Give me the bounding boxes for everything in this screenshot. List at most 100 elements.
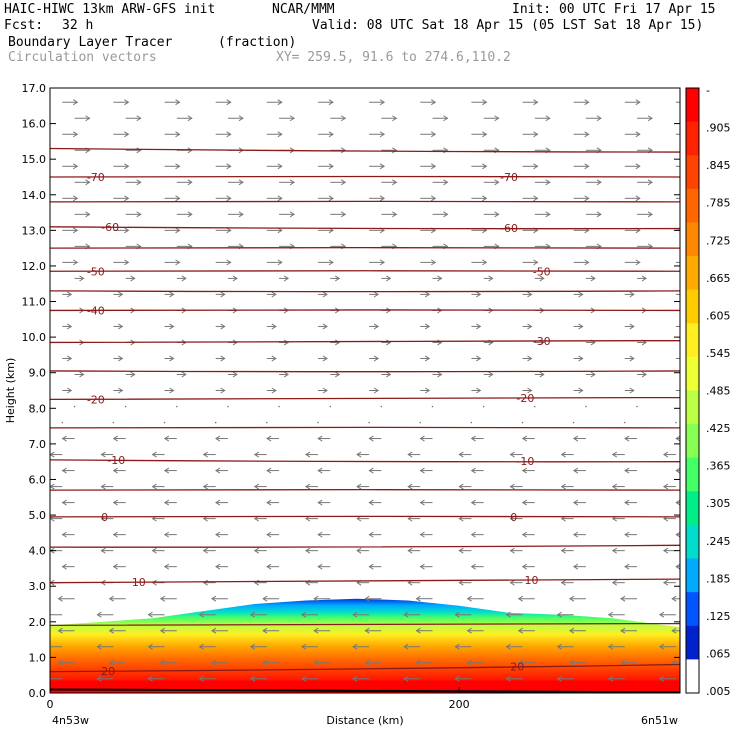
wind-vector [279, 211, 296, 218]
wind-vector-head [67, 291, 73, 298]
wind-vector [279, 371, 290, 378]
colorbar-label: .665 [706, 272, 731, 285]
wind-vector [305, 547, 318, 554]
wind-vector [317, 435, 331, 442]
wind-vector [266, 291, 277, 298]
wind-vector-head [482, 99, 488, 106]
wind-vector [407, 547, 421, 554]
wind-vector [470, 435, 484, 442]
wind-vector [279, 275, 290, 282]
wind-vector [164, 227, 181, 234]
wind-vector [62, 323, 73, 330]
wind-vector-head [159, 627, 166, 634]
wind-vector [556, 675, 574, 682]
wind-vector-head [681, 292, 685, 297]
y-tick-label: 16.0 [22, 118, 47, 131]
wind-vector-head [373, 323, 380, 330]
wind-vector-head [662, 451, 669, 458]
wind-vector-head [681, 388, 685, 393]
wind-vector [215, 163, 232, 170]
wind-vector-head [424, 323, 431, 330]
wind-vector [521, 563, 535, 570]
wind-vector [620, 627, 638, 634]
wind-vector [624, 131, 641, 138]
wind-vector [163, 467, 177, 474]
wind-vector [215, 387, 226, 394]
wind-vector-head [220, 355, 226, 362]
wind-vector-head [539, 275, 545, 282]
wind-vector [317, 99, 334, 106]
wind-vector [432, 371, 443, 378]
wind-vector [675, 388, 685, 393]
wind-vector-head [494, 115, 500, 122]
wind-vector-head [509, 579, 515, 586]
wind-vector [112, 499, 126, 506]
colorbar-label: .485 [706, 385, 731, 398]
wind-vector [266, 163, 283, 170]
wind-vector [253, 451, 267, 458]
contour-label: 0 [101, 511, 108, 524]
wind-vector [454, 611, 472, 618]
wind-vector-head [215, 499, 221, 506]
wind-vector [266, 131, 283, 138]
contour-label: 10 [525, 574, 539, 587]
wind-vector [607, 643, 625, 650]
wind-vector-head [415, 627, 421, 634]
wind-vector [573, 323, 584, 330]
y-tick-label: 14.0 [22, 189, 47, 202]
wind-vector-head [560, 483, 566, 490]
wind-vector-head [430, 99, 437, 106]
wind-vector-head [624, 435, 630, 442]
wind-vector [317, 421, 319, 424]
wind-vector [381, 275, 392, 282]
wind-vector [227, 211, 244, 218]
wind-vector-head [647, 179, 653, 186]
y-axis-label: Height (km) [4, 358, 17, 424]
wind-vector [522, 131, 539, 138]
wind-vector [113, 131, 130, 138]
wind-vector-head [458, 579, 464, 586]
wind-vector [215, 531, 228, 538]
wind-vector [458, 547, 472, 554]
wind-vector [624, 99, 641, 106]
wind-vector [573, 195, 590, 202]
wind-vector [636, 405, 638, 408]
wind-vector-head [437, 371, 443, 378]
wind-vector [266, 387, 277, 394]
y-tick-label: 9.0 [29, 367, 47, 380]
wind-vector-head [73, 163, 79, 170]
wind-vector [675, 292, 685, 297]
wind-vector-head [100, 451, 106, 458]
wind-vector [470, 563, 484, 570]
wind-vector-head [454, 675, 460, 682]
wind-vector [573, 291, 584, 298]
wind-vector [164, 163, 181, 170]
wind-vector [522, 195, 539, 202]
wind-vector [125, 147, 142, 154]
wind-vector [266, 99, 283, 106]
wind-vector [420, 259, 437, 266]
wind-vector [164, 259, 181, 266]
wind-vector [556, 643, 574, 650]
wind-vector-head [596, 211, 602, 218]
wind-vector [675, 357, 680, 359]
wind-vector [262, 659, 280, 666]
wind-vector-head [262, 627, 268, 634]
colorbar-swatch [686, 390, 699, 425]
wind-vector [227, 115, 244, 122]
wind-vector [517, 659, 535, 666]
wind-vector [454, 675, 472, 682]
wind-vector-head [215, 467, 221, 474]
wind-vector-head [556, 643, 562, 650]
wind-vector-head [407, 451, 413, 458]
wind-vector [125, 211, 142, 218]
wind-vector [108, 595, 126, 602]
colorbar-label: .185 [706, 572, 731, 585]
wind-vector-head [596, 179, 602, 186]
wind-vector [471, 195, 488, 202]
x-axis-label: Distance (km) [326, 714, 403, 727]
wind-vector-head [215, 563, 221, 570]
wind-vector-head [476, 323, 482, 330]
wind-vector-head [568, 595, 575, 602]
wind-vector-head [671, 627, 677, 634]
